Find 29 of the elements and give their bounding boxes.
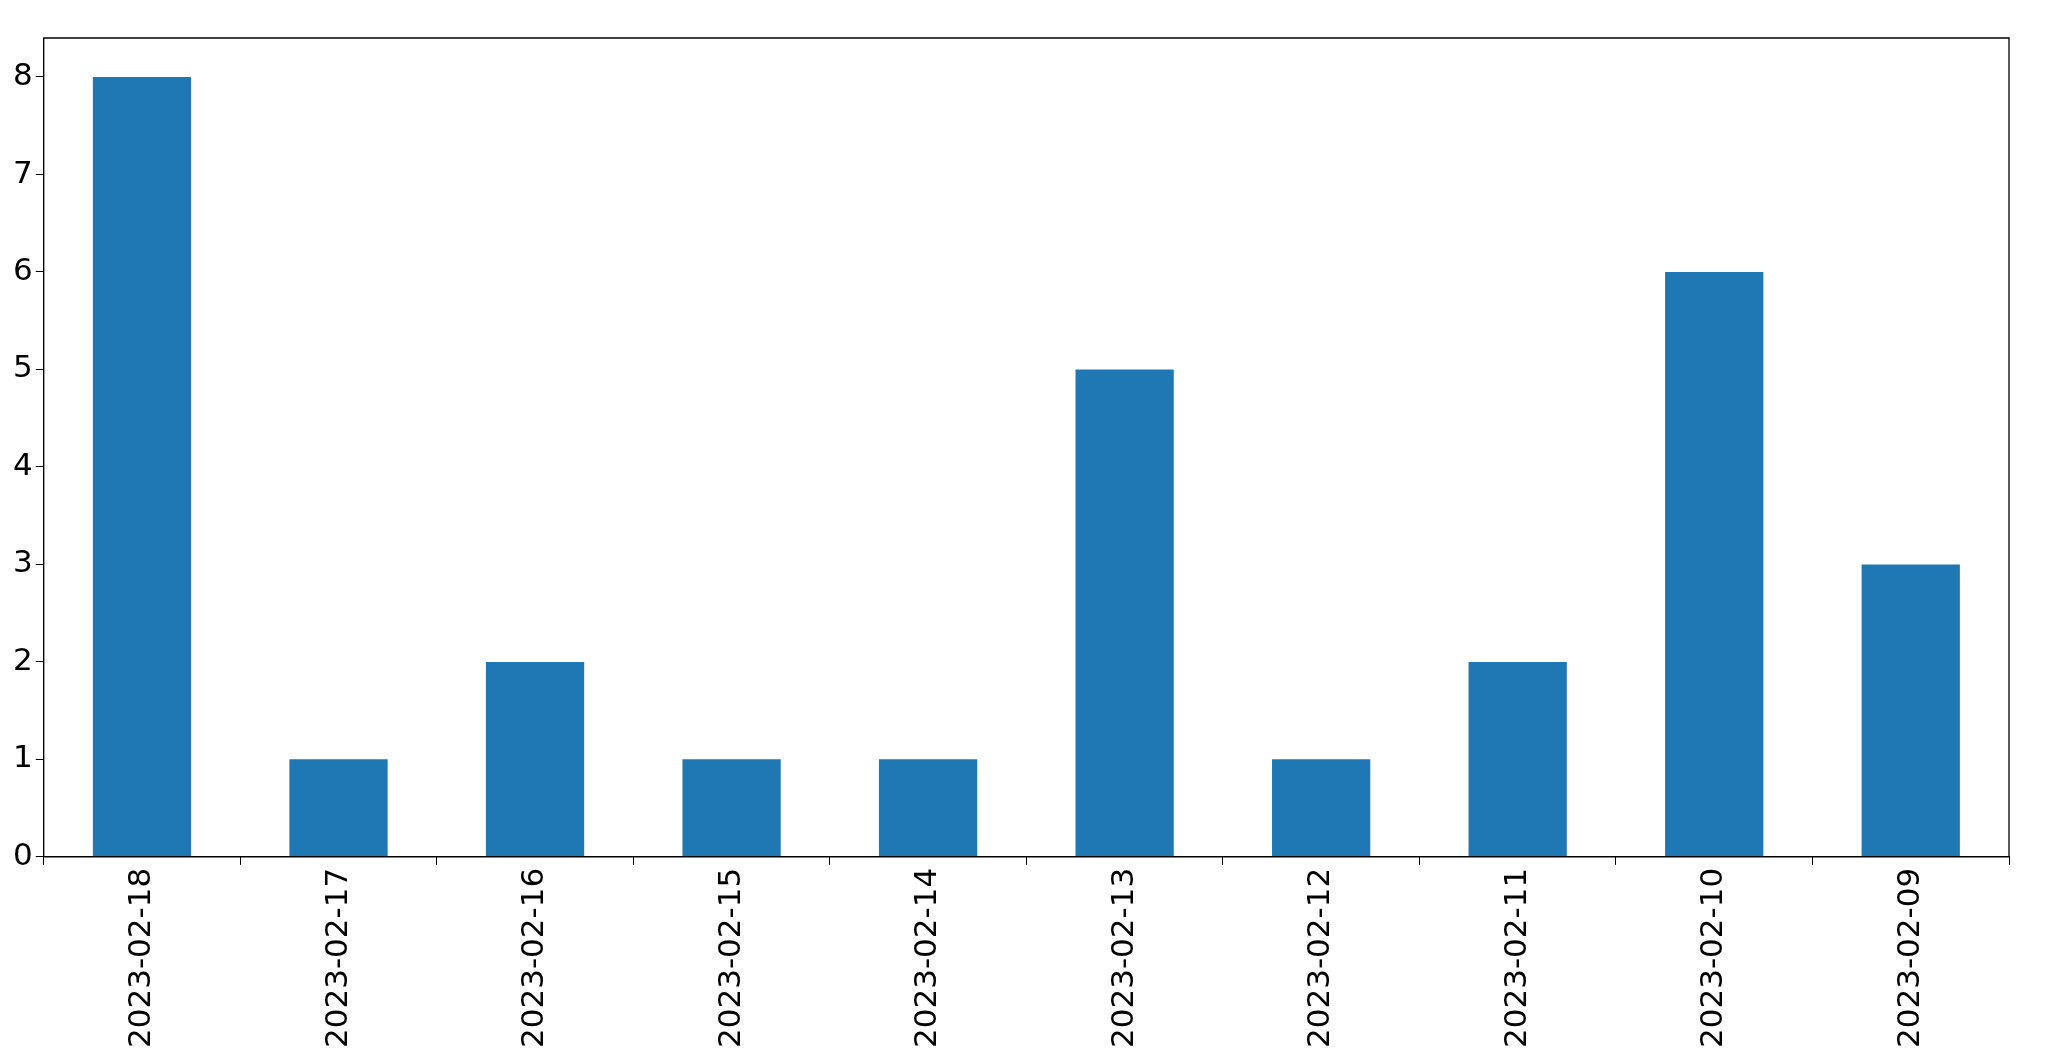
y-tick-label: 8 bbox=[12, 56, 33, 93]
x-tick-label: 2023-02-13 bbox=[1103, 867, 1140, 1049]
y-tick-label: 5 bbox=[12, 348, 33, 385]
y-tick-label: 3 bbox=[12, 543, 33, 580]
x-tick-label: 2023-02-12 bbox=[1300, 867, 1337, 1049]
x-tick-label: 2023-02-15 bbox=[710, 867, 747, 1049]
bar bbox=[1468, 661, 1567, 857]
x-tick-label: 2023-02-17 bbox=[317, 867, 354, 1049]
x-tick-label: 2023-02-18 bbox=[121, 867, 158, 1049]
y-tick-label: 2 bbox=[12, 640, 33, 677]
bar bbox=[1075, 369, 1174, 857]
x-tick-label: 2023-02-10 bbox=[1693, 867, 1730, 1049]
y-tick-label: 7 bbox=[12, 153, 33, 190]
y-tick-label: 6 bbox=[12, 251, 33, 287]
bar bbox=[485, 661, 585, 857]
x-tick-label: 2023-02-11 bbox=[1496, 867, 1533, 1049]
x-tick-label: 2023-02-09 bbox=[1889, 867, 1926, 1049]
x-tick-label: 2023-02-14 bbox=[907, 867, 944, 1049]
y-tick-label: 1 bbox=[12, 738, 33, 775]
bar bbox=[1665, 271, 1764, 857]
y-tick-label: 4 bbox=[12, 445, 33, 482]
bar bbox=[1272, 759, 1371, 857]
bar bbox=[1861, 564, 1960, 857]
bar bbox=[92, 76, 192, 857]
bar bbox=[289, 759, 388, 857]
bar bbox=[878, 759, 978, 857]
bar bbox=[682, 759, 781, 857]
x-tick-label: 2023-02-16 bbox=[514, 867, 551, 1049]
y-tick-label: 0 bbox=[12, 835, 33, 872]
